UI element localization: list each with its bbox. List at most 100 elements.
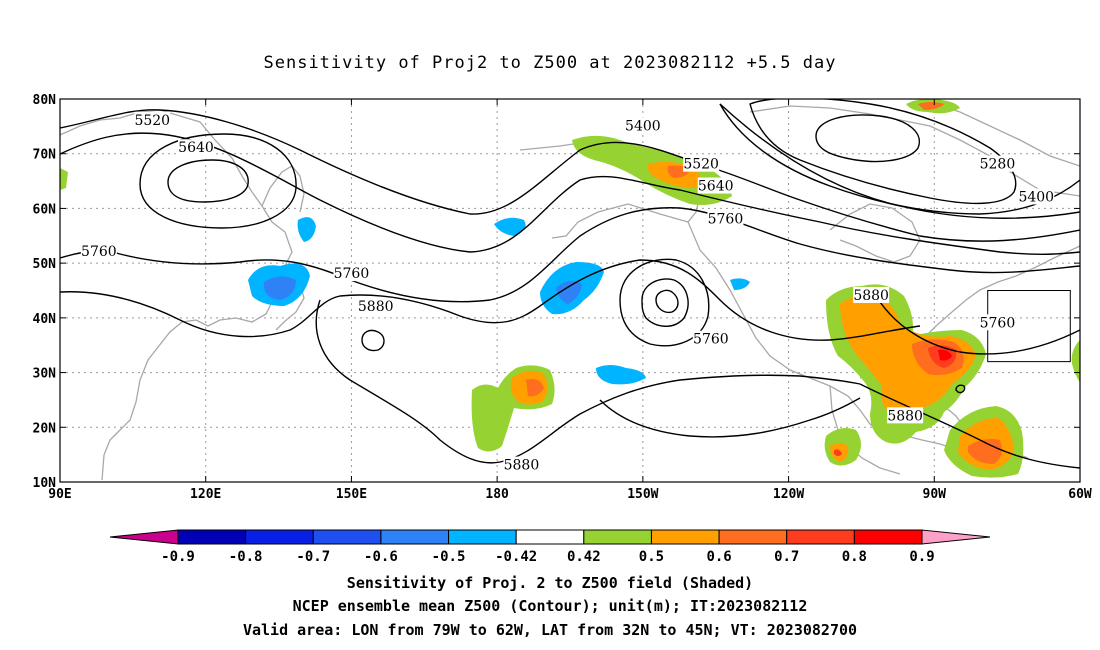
contour-label: 5640: [697, 177, 734, 195]
contour-label-text: 5400: [1018, 189, 1054, 205]
colorbar-label: -0.9: [161, 549, 195, 565]
lon-tick-label: 150W: [627, 487, 658, 502]
contour-cyclone-core: [655, 289, 679, 314]
lat-tick-label: 60N: [33, 202, 57, 217]
contour-labels: 5520 5640 5760 5760 5880 5400 5520 5640 5760 5760…: [80, 111, 1055, 474]
lon-tick-label: 180: [485, 487, 509, 502]
contour-label: 5880: [357, 297, 394, 315]
shade-positive-caribbean-core: [968, 438, 1002, 464]
contour-label: 5760: [692, 330, 729, 348]
coastline-north-america-west: [687, 221, 883, 435]
coastline-arctic-islands: [749, 105, 1080, 197]
colorbar-label: 0.9: [909, 549, 934, 565]
contour-label-text: 5640: [698, 179, 734, 195]
contour-label-bg: [692, 330, 729, 347]
contour-label-bg: [80, 243, 117, 260]
colorbar-label: -0.8: [229, 549, 263, 565]
contour-label-text: 5760: [693, 332, 729, 348]
contour-label-bg: [624, 117, 661, 134]
contour-5640: [60, 132, 1080, 256]
colorbar-label: 0.42: [567, 549, 601, 565]
shade-positive-gulf-core: [938, 349, 952, 361]
colorbar-segment: [853, 529, 923, 545]
lat-tick-label: 30N: [33, 367, 57, 382]
contour-label-bg: [979, 155, 1016, 172]
coastline-hudson: [829, 203, 921, 263]
contour-5880-south: [315, 299, 861, 464]
lon-tick-label: 120E: [190, 487, 221, 502]
shade-positive-subtropics-core: [526, 379, 544, 397]
colorbar-segment: [583, 529, 652, 545]
contour-label-bg: [178, 139, 214, 156]
contour-label-text: 5760: [980, 315, 1016, 331]
contour-label-text: 5640: [178, 140, 214, 156]
contour-east-high: [955, 384, 966, 394]
shade-negative-small-1: [297, 217, 316, 242]
contour-cyclone-inner: [641, 278, 689, 327]
contour-label: 5400: [1018, 188, 1055, 205]
contour-label-bg: [683, 155, 720, 172]
contour-label-text: 5760: [708, 211, 744, 227]
contour-label-text: 5280: [980, 157, 1016, 173]
contour-small-loop: [361, 329, 385, 352]
lon-tick-label: 90E: [48, 487, 71, 502]
shade-negative-pacific-core: [556, 280, 582, 304]
colorbar-segment: [448, 529, 517, 545]
colorbar-label: 0.6: [706, 549, 731, 565]
contour-label-text: 5760: [334, 266, 370, 282]
contour-low-northwest: [167, 159, 249, 203]
contour-label: 5760: [707, 210, 744, 227]
contour-east-5880: [859, 383, 1080, 469]
footer-line-2: NCEP ensemble mean Z500 (Contour); unit(…: [293, 597, 808, 615]
lat-tick-label: 50N: [33, 257, 57, 272]
colorbar-segment: [650, 529, 720, 545]
contour-label-bg: [853, 286, 890, 303]
contour-label: 5760: [979, 314, 1016, 331]
contour-5880-main: [60, 259, 921, 341]
lat-tick-label: 20N: [33, 421, 57, 436]
contour-label: 5880: [887, 407, 924, 424]
footer-line-3: Valid area: LON from 79W to 62W, LAT fro…: [243, 621, 857, 639]
contour-label-text: 5880: [504, 458, 540, 474]
contour-label-text: 5400: [625, 118, 661, 134]
shade-positive-central-america-core: [834, 449, 842, 456]
contour-label-bg: [357, 297, 394, 314]
z500-contours: [60, 99, 1080, 469]
shade-positive-atlantic-edge: [1071, 340, 1080, 382]
lat-tick-label: 40N: [33, 312, 57, 327]
lon-tick-label: 120W: [773, 487, 804, 502]
colorbar-segment: [177, 529, 247, 545]
colorbar-label: -0.6: [364, 549, 398, 565]
contour-label-bg: [979, 314, 1016, 331]
contour-label-text: 5880: [853, 288, 889, 304]
colorbar-segment: [786, 529, 855, 545]
contour-label-bg: [697, 177, 734, 194]
colorbar-label: -0.7: [296, 549, 330, 565]
colorbar: -0.9 -0.8 -0.7 -0.6 -0.5 -0.42 0.42 0.5 0.6 0.7 0.…: [109, 529, 991, 565]
contour-cyclone-5760: [619, 258, 710, 347]
contour-5280-low: [815, 114, 920, 163]
lon-tick-label: 150E: [336, 487, 367, 502]
colorbar-segment: [718, 529, 788, 545]
figure-title: Sensitivity of Proj2 to Z500 at 20230821…: [264, 53, 837, 73]
colorbar-high-end: [921, 529, 991, 545]
colorbar-low-end: [109, 529, 179, 545]
contour-label-text: 5520: [134, 113, 170, 129]
shade-negative-kamchatka-core: [264, 276, 296, 300]
contour-label-text: 5880: [358, 299, 394, 315]
contour-label: 5520: [683, 155, 720, 173]
contour-5520-outer: [719, 103, 1080, 219]
colorbar-segment: [515, 529, 585, 545]
contour-east-5760: [879, 301, 1080, 355]
contour-label: 5640: [178, 139, 214, 156]
colorbar-label: 0.8: [842, 549, 867, 565]
lat-tick-label: 70N: [33, 148, 57, 163]
contour-label-text: 5880: [887, 408, 923, 424]
colorbar-segment: [312, 529, 382, 545]
map-panel: 5520 5640 5760 5760 5880 5400 5520 5640 5760 5760…: [33, 93, 1092, 502]
colorbar-label: -0.5: [432, 549, 466, 565]
contour-label-bg: [1018, 188, 1055, 205]
shade-negative-hawaii: [596, 365, 646, 385]
contour-label-bg: [134, 111, 171, 128]
